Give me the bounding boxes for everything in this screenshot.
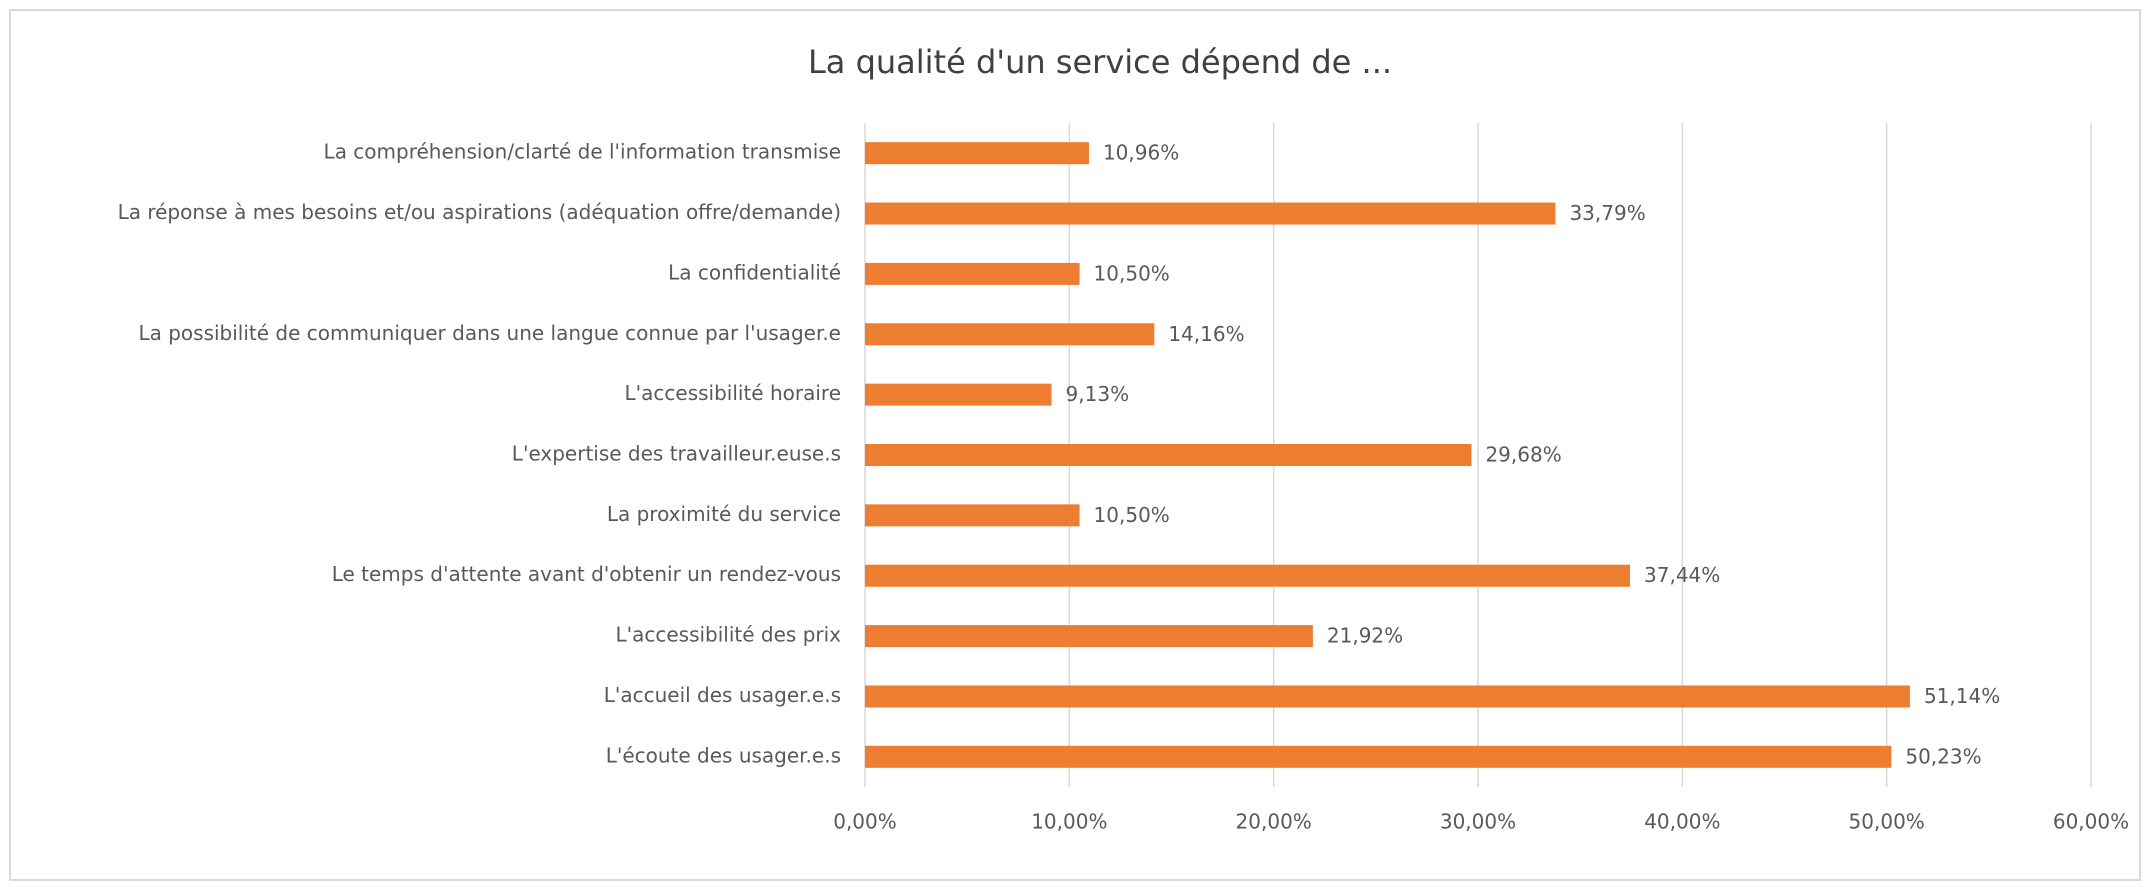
y-tick-label: L'expertise des travailleur.euse.s — [512, 442, 841, 466]
x-tick-label: 30,00% — [1440, 810, 1516, 834]
y-tick-label: L'écoute des usager.e.s — [606, 743, 841, 767]
chart-title: La qualité d'un service dépend de ... — [808, 43, 1392, 81]
bar — [865, 745, 1892, 768]
y-tick-label: La possibilité de communiquer dans une l… — [138, 321, 841, 345]
data-label: 21,92% — [1327, 624, 1403, 648]
data-label: 10,50% — [1094, 261, 1170, 285]
data-label: 14,16% — [1168, 322, 1244, 346]
bar — [865, 262, 1080, 285]
data-label: 9,13% — [1066, 382, 1130, 406]
bar — [865, 142, 1089, 165]
data-label: 10,96% — [1103, 141, 1179, 165]
bar — [865, 444, 1472, 466]
bar — [865, 202, 1556, 225]
x-tick-label: 50,00% — [1849, 810, 1925, 834]
data-label: 37,44% — [1644, 563, 1720, 587]
x-tick-label: 60,00% — [2053, 810, 2129, 834]
x-tick-label: 0,00% — [833, 810, 897, 834]
bar — [865, 504, 1080, 527]
bar — [865, 323, 1155, 346]
data-label: 51,14% — [1924, 684, 2000, 708]
data-label: 50,23% — [1905, 744, 1981, 768]
data-label: 33,79% — [1569, 201, 1645, 225]
y-tick-label: La proximité du service — [607, 502, 841, 526]
bar — [865, 564, 1631, 587]
y-tick-label: La compréhension/clarté de l'information… — [324, 140, 841, 164]
y-tick-label: L'accessibilité horaire — [625, 381, 842, 405]
bar — [865, 685, 1910, 708]
x-tick-label: 10,00% — [1031, 810, 1107, 834]
y-tick-label: L'accessibilité des prix — [615, 623, 841, 647]
bar — [865, 625, 1313, 648]
x-tick-label: 40,00% — [1644, 810, 1720, 834]
y-tick-label: La réponse à mes besoins et/ou aspiratio… — [118, 200, 841, 224]
bar — [865, 383, 1052, 406]
data-label: 29,68% — [1485, 443, 1561, 467]
data-label: 10,50% — [1094, 503, 1170, 527]
y-tick-label: La confidentialité — [668, 260, 841, 284]
y-tick-label: Le temps d'attente avant d'obtenir un re… — [332, 562, 841, 586]
x-tick-label: 20,00% — [1236, 810, 1312, 834]
y-tick-label: L'accueil des usager.e.s — [604, 683, 841, 707]
